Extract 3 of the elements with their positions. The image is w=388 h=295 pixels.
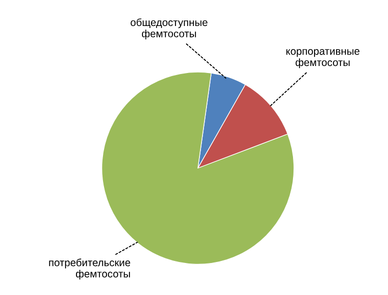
- slice-label: потребительские фемтосоты: [49, 258, 130, 280]
- slice-label: корпоративные фемтосоты: [286, 49, 360, 68]
- slice-label: общедоступные фемтосоты: [130, 18, 208, 40]
